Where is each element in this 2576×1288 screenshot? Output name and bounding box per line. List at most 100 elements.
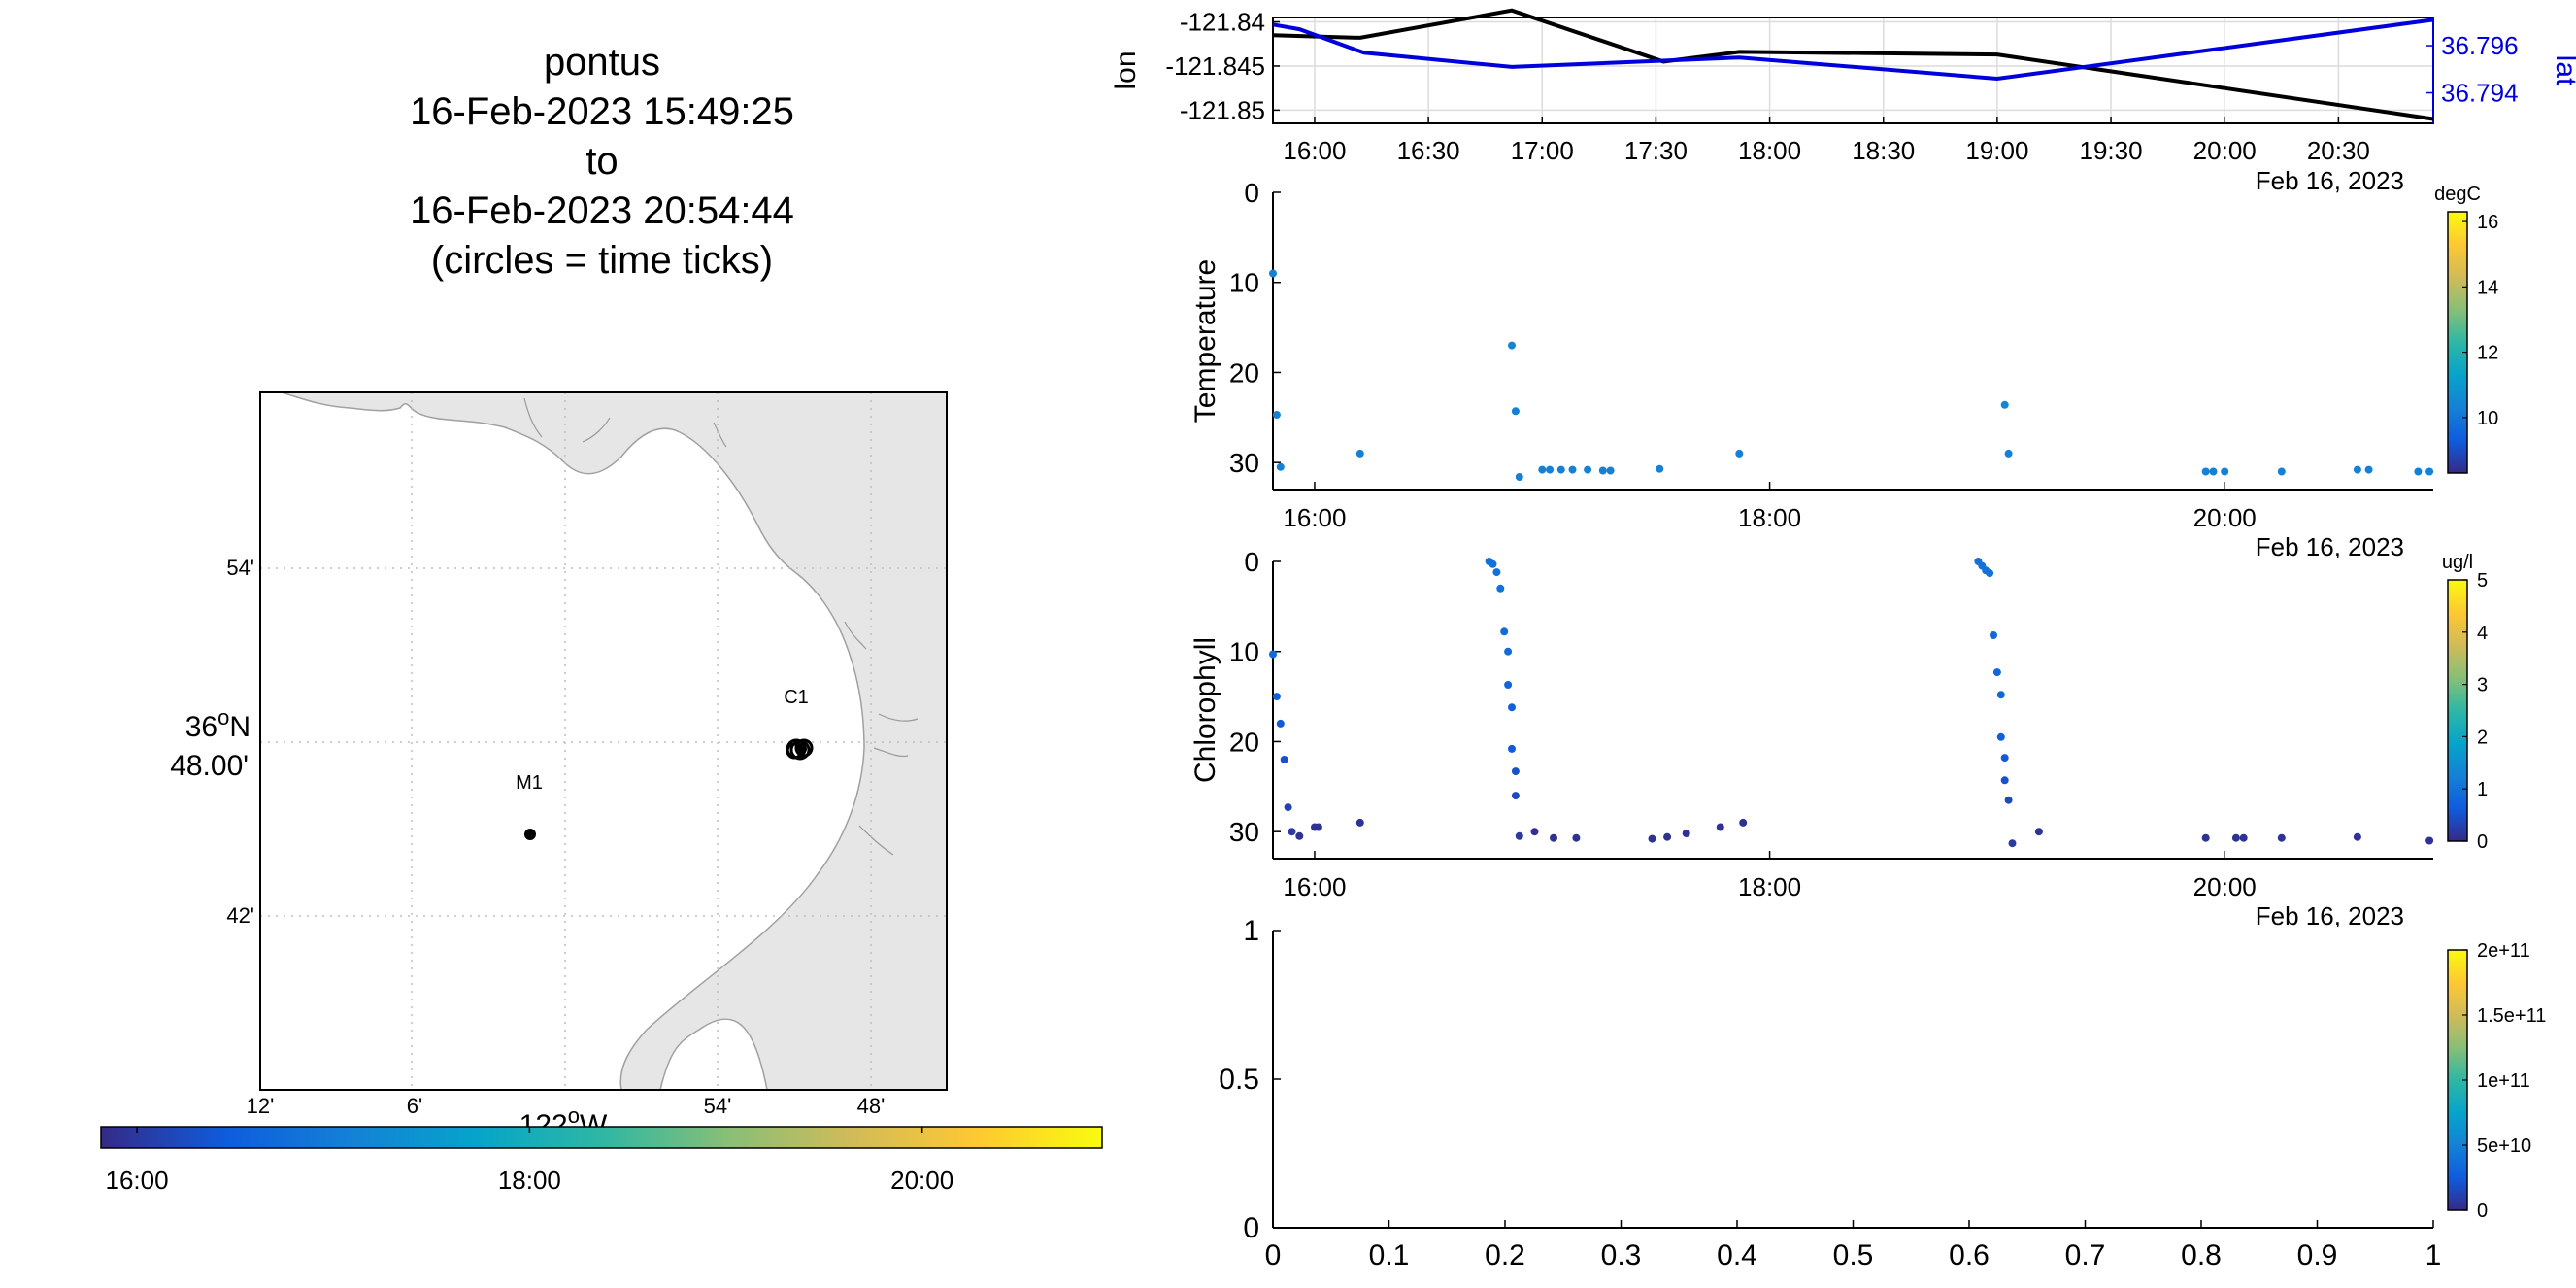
chlorophyll-data-point xyxy=(1269,650,1277,659)
empty-colorbar-tick-label: 2e+11 xyxy=(2477,940,2530,962)
temperature-data-point xyxy=(2364,465,2373,474)
chlorophyll-y-tick-label: 20 xyxy=(1229,727,1259,757)
lonlat-y-tick-label: -121.845 xyxy=(1165,51,1265,81)
temperature-data-point xyxy=(2201,467,2210,476)
time-colorbar: 16:00 18:00 20:00 xyxy=(100,1126,1103,1195)
lonlat-date-label: Feb 16, 2023 xyxy=(2256,166,2404,195)
temperature-data-point xyxy=(2414,467,2423,476)
chlorophyll-data-point xyxy=(1355,818,1364,827)
empty-x-tick-label: 1 xyxy=(2425,1239,2442,1271)
map-lat-ticks: 54' 42' 36oN 48.00' xyxy=(170,556,254,928)
temperature-x-tick-label: 20:00 xyxy=(2193,503,2257,532)
series-line-lon xyxy=(1272,8,2434,121)
temperature-data-point xyxy=(2425,467,2434,476)
empty-x-tick-label: 0.8 xyxy=(2181,1239,2222,1271)
temperature-data-point xyxy=(1556,465,1565,474)
lon-lat-panel: 16:00 16:30 17:00 17:30 18:00 18:30 19:00 19:30… xyxy=(1110,8,2576,195)
lonlat-x-tick-label: 17:00 xyxy=(1511,136,1574,165)
temperature-ylabel: Temperature xyxy=(1189,259,1221,423)
coastline-rivers xyxy=(523,397,919,856)
empty-colorbar-tick-label: 5e+10 xyxy=(2477,1135,2531,1157)
chlorophyll-colorbar-unit: ug/l xyxy=(2442,552,2473,573)
chlorophyll-data-point xyxy=(2425,836,2434,845)
chlorophyll-data-point xyxy=(1496,584,1505,593)
chlorophyll-ylabel: Chlorophyll xyxy=(1189,637,1221,783)
temperature-y-tick-label: 10 xyxy=(1229,268,1259,298)
chlorophyll-data-point xyxy=(1515,831,1523,840)
time-colorbar-tick-label: 20:00 xyxy=(890,1166,953,1195)
lonlat-x-tick-label: 20:30 xyxy=(2307,136,2370,165)
empty-colorbar-tick-label: 0 xyxy=(2477,1201,2488,1222)
lonlat-y2-tick-label: 36.794 xyxy=(2441,79,2519,108)
chlorophyll-data-point xyxy=(1504,647,1513,656)
chlorophyll-data-point xyxy=(1284,803,1292,812)
map-lon-tick-12: 12' xyxy=(247,1094,275,1118)
temperature-data-point xyxy=(2000,400,2009,409)
chlorophyll-data-point xyxy=(1272,693,1281,701)
empty-y-tick-label: 0 xyxy=(1243,1212,1259,1244)
chlorophyll-colorbar-tick-label: 3 xyxy=(2477,675,2488,696)
lonlat-x-tick-label: 20:00 xyxy=(2193,136,2257,165)
chlorophyll-data-point xyxy=(1280,756,1288,763)
temperature-x-tick-label: 18:00 xyxy=(1738,503,1801,532)
mooring-m1-dot xyxy=(524,829,536,840)
chlorophyll-data-point xyxy=(1990,631,1997,639)
empty-y-tick-label: 0.5 xyxy=(1219,1064,1259,1096)
chlorophyll-data-point xyxy=(1996,732,2005,741)
chlorophyll-colorbar-tick-label: 4 xyxy=(2477,623,2488,644)
temperature-y-tick-label: 30 xyxy=(1229,448,1259,478)
chlorophyll-data-point xyxy=(1682,830,1690,837)
map-lon-tick-48: 48' xyxy=(857,1094,886,1118)
time-colorbar-ticks: 16:00 18:00 20:00 xyxy=(106,1127,953,1195)
chlorophyll-data-point xyxy=(2239,833,2248,842)
temperature-date-label: Feb 16, 2023 xyxy=(2256,532,2404,561)
chlorophyll-data-point xyxy=(1489,559,1497,568)
temperature-data-point xyxy=(1515,473,1523,481)
chlorophyll-data-point xyxy=(1550,833,1557,842)
mooring-m1-label: M1 xyxy=(516,772,543,794)
chlorophyll-x-tick-label: 20:00 xyxy=(2193,872,2257,901)
chlorophyll-x-tick-label: 16:00 xyxy=(1283,872,1346,901)
chlorophyll-data-point xyxy=(1276,719,1285,728)
title-note: (circles = time ticks) xyxy=(430,239,774,282)
time-colorbar-tick-label: 18:00 xyxy=(498,1166,561,1195)
chlorophyll-data-point xyxy=(1992,668,2001,677)
lonlat-axes-frame xyxy=(1272,17,2434,124)
series-line-lat xyxy=(1272,17,2434,82)
lonlat-ylabel: lon xyxy=(1110,51,1142,89)
temperature-data-point xyxy=(1584,465,1592,474)
temperature-colorbar-tick-label: 12 xyxy=(2477,343,2498,364)
temperature-data-point xyxy=(2221,467,2229,476)
empty-x-tick-label: 0.2 xyxy=(1485,1239,1525,1271)
empty-colorbar-tick-label: 1.5e+11 xyxy=(2477,1005,2546,1027)
title-platform: pontus xyxy=(543,41,661,84)
empty-x-tick-label: 0.4 xyxy=(1717,1239,1757,1271)
empty-x-tick-label: 0.5 xyxy=(1833,1239,1874,1271)
empty-y-tick-label: 1 xyxy=(1243,915,1259,947)
temperature-data-point xyxy=(1276,462,1285,471)
map-markers: M1 C1 xyxy=(516,687,814,840)
temperature-data-point xyxy=(1508,341,1516,350)
temperature-colorbar-tick-label: 10 xyxy=(2477,408,2498,429)
chlorophyll-data-point xyxy=(1500,627,1509,636)
map-lat-center: 36oN xyxy=(185,705,251,743)
temperature-data-point xyxy=(2209,467,2218,476)
chlorophyll-data-point xyxy=(2000,754,2009,763)
temperature-colorbar-tick-label: 16 xyxy=(2477,212,2498,233)
chlorophyll-data-point xyxy=(1295,831,1304,840)
chlorophyll-data-point xyxy=(2000,776,2009,785)
temperature-data-point xyxy=(1656,464,1664,473)
temperature-colorbar-unit: degC xyxy=(2434,184,2481,205)
lonlat-x-tick-label: 19:00 xyxy=(1965,136,2028,165)
lonlat-ylabel-right: lat xyxy=(2550,55,2576,86)
chlorophyll-data-point xyxy=(2201,833,2210,842)
map-grid xyxy=(260,392,947,1090)
lonlat-x-tick-label: 17:30 xyxy=(1624,136,1688,165)
lonlat-y-tick-label: -121.85 xyxy=(1180,95,1265,124)
temperature-x-tick-label: 16:00 xyxy=(1283,503,1346,532)
chlorophyll-data-point xyxy=(2231,833,2240,842)
chlorophyll-data-point xyxy=(1511,767,1520,776)
chlorophyll-y-tick-label: 0 xyxy=(1244,547,1259,577)
chlorophyll-data-point xyxy=(2004,796,2013,804)
